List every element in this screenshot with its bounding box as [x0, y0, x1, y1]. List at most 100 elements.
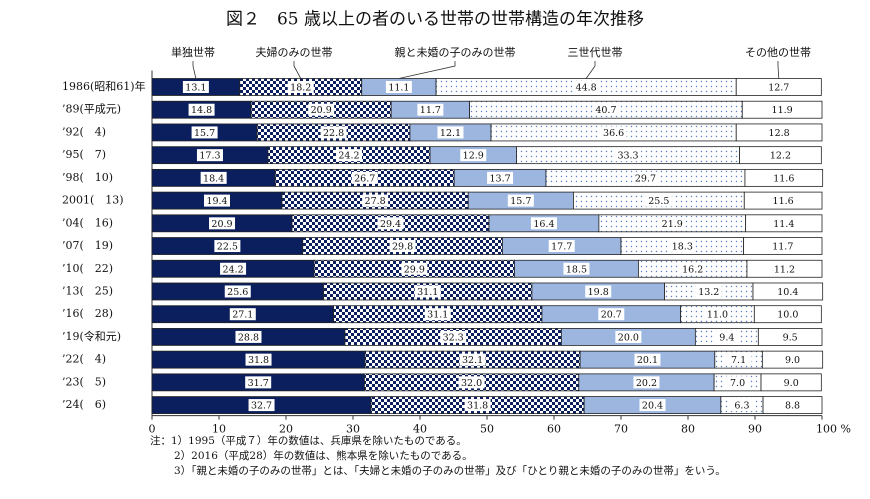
y-tick-label: ’89(平成元): [62, 103, 121, 116]
value-label-bg: [713, 330, 740, 343]
value-label-bg: [362, 194, 389, 207]
y-tick-label: ’04( 16): [62, 216, 113, 229]
value-label: 7.0: [730, 378, 745, 389]
x-tick-label: 20: [279, 423, 293, 436]
value-label: 12.8: [769, 128, 790, 139]
legend-label: 三世代世帯: [568, 46, 623, 59]
value-label: 18.3: [672, 242, 693, 253]
value-label-bg: [248, 399, 275, 412]
value-label: 24.2: [338, 151, 359, 162]
y-tick-label: 1986(昭和61)年: [62, 79, 146, 93]
value-label: 20.0: [618, 332, 639, 343]
value-label-bg: [440, 330, 467, 343]
value-label-bg: [771, 262, 798, 275]
value-label: 31.1: [427, 310, 448, 321]
value-label: 26.7: [354, 173, 375, 184]
value-label-bg: [766, 126, 793, 139]
y-tick-label: ’23( 5): [62, 375, 106, 388]
value-label: 33.3: [617, 151, 638, 162]
value-label-bg: [769, 240, 796, 253]
x-tick-label: 60: [547, 423, 561, 436]
y-tick-label: ’07( 19): [62, 239, 113, 252]
value-label-bg: [182, 81, 209, 93]
value-label: 9.4: [719, 332, 734, 343]
y-tick-label: ’95( 7): [62, 148, 106, 161]
value-label-bg: [385, 81, 412, 93]
value-label-bg: [563, 262, 590, 275]
value-label: 11.1: [388, 83, 409, 94]
value-label: 20.1: [637, 355, 658, 366]
value-label: 22.5: [217, 242, 238, 253]
value-label-bg: [770, 194, 797, 207]
value-label: 9.0: [785, 355, 800, 366]
value-label: 22.8: [323, 128, 344, 139]
value-label-bg: [770, 217, 797, 230]
value-label: 11.7: [420, 105, 441, 116]
value-label: 11.6: [773, 196, 794, 207]
value-label-bg: [725, 353, 752, 366]
value-label: 10.4: [777, 287, 798, 298]
value-label: 40.7: [595, 105, 616, 116]
value-label-bg: [724, 376, 751, 389]
value-label-bg: [548, 240, 575, 253]
legend-leader: [585, 61, 596, 79]
value-label: 14.8: [191, 105, 212, 116]
value-label-bg: [592, 103, 619, 116]
value-label: 29.8: [392, 242, 413, 253]
legend-leader: [777, 61, 780, 79]
value-label-bg: [460, 149, 487, 162]
value-label-bg: [191, 126, 218, 139]
value-label: 12.7: [768, 83, 789, 94]
value-label-bg: [188, 103, 215, 116]
value-label-bg: [464, 399, 491, 412]
value-label: 27.8: [365, 196, 386, 207]
value-label-bg: [389, 240, 416, 253]
value-label: 11.0: [707, 310, 728, 321]
value-label: 11.7: [772, 242, 793, 253]
legend-label: 親と未婚の子のみの世帯: [395, 45, 516, 59]
value-label-bg: [320, 126, 347, 139]
y-tick-label: ’19(令和元): [62, 329, 121, 343]
value-label-bg: [600, 126, 627, 139]
legend-label: その他の世帯: [745, 46, 811, 59]
value-label: 31.1: [417, 287, 438, 298]
value-label: 20.2: [636, 378, 657, 389]
value-label: 12.1: [440, 128, 461, 139]
value-label-bg: [774, 308, 801, 321]
x-tick-label: 10: [212, 423, 226, 436]
legend-label: 単独世帯: [171, 45, 215, 59]
value-label-bg: [200, 171, 227, 184]
value-label: 31.8: [467, 401, 488, 412]
value-label: 18.2: [290, 83, 311, 94]
value-label: 11.2: [774, 264, 795, 275]
value-label-bg: [669, 240, 696, 253]
note: 注：1）1995（平成７）年の数値は、兵庫県を除いたものである。: [150, 434, 467, 447]
legend-leader: [293, 61, 302, 79]
value-label-bg: [377, 217, 404, 230]
value-label: 12.9: [463, 151, 484, 162]
legend-leader: [192, 61, 197, 79]
value-label-bg: [778, 376, 805, 389]
value-label-bg: [308, 103, 335, 116]
x-tick-label: 70: [614, 423, 628, 436]
y-tick-label: ’92( 4): [62, 125, 106, 138]
value-label-bg: [401, 262, 428, 275]
value-label: 20.9: [211, 219, 232, 230]
value-label: 18.5: [566, 264, 587, 275]
value-label-bg: [573, 81, 600, 93]
value-label-bg: [530, 217, 557, 230]
value-label: 10.0: [777, 310, 798, 321]
value-label-bg: [224, 285, 251, 298]
value-label: 31.8: [248, 355, 269, 366]
value-label: 19.4: [206, 196, 227, 207]
value-label: 25.5: [648, 196, 669, 207]
value-label-bg: [487, 171, 514, 184]
value-label-bg: [770, 171, 797, 184]
value-label-bg: [458, 376, 485, 389]
value-label-bg: [633, 376, 660, 389]
value-label: 32.3: [443, 332, 464, 343]
value-label-bg: [779, 399, 806, 412]
value-label-bg: [437, 126, 464, 139]
value-label-bg: [615, 149, 642, 162]
